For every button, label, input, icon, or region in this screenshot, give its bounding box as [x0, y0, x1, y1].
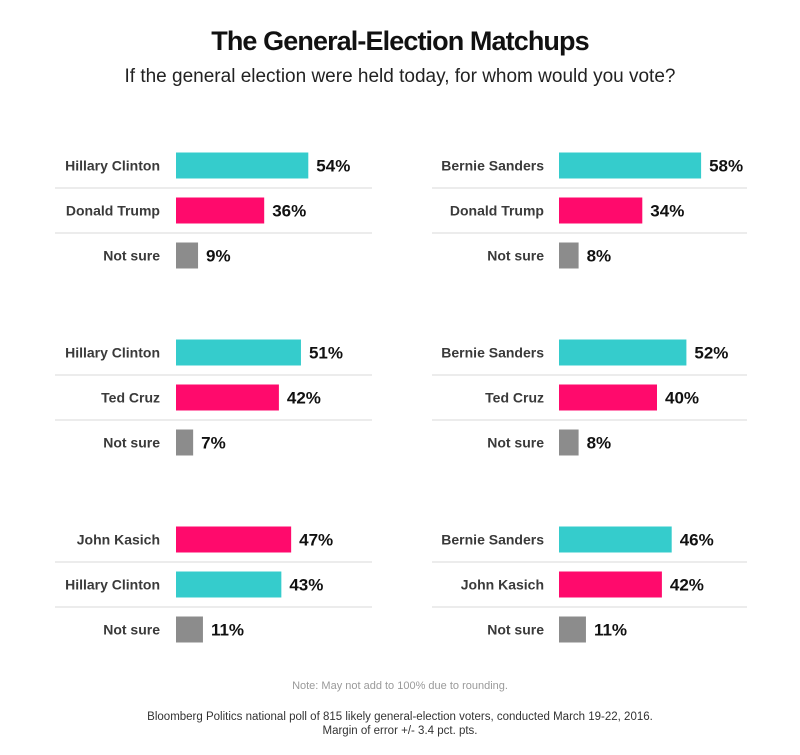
candidate-label: Bernie Sanders — [441, 345, 544, 361]
value-label: 47% — [299, 531, 333, 550]
bar — [176, 339, 301, 366]
value-label: 42% — [287, 389, 321, 408]
candidate-label: Donald Trump — [450, 203, 544, 219]
value-label: 8% — [587, 434, 612, 453]
value-label: 40% — [665, 389, 699, 408]
bar — [559, 197, 643, 224]
value-label: 36% — [272, 202, 306, 221]
value-label: 9% — [206, 247, 231, 266]
bar — [559, 616, 586, 643]
bar — [559, 242, 579, 269]
candidate-label: Hillary Clinton — [65, 577, 160, 593]
candidate-label: Hillary Clinton — [65, 345, 160, 361]
source-line-2: Margin of error +/- 3.4 pct. pts. — [322, 725, 478, 737]
bar — [559, 152, 702, 179]
candidate-label: Not sure — [487, 435, 544, 451]
bar — [176, 571, 282, 598]
bar — [176, 616, 203, 643]
value-label: 42% — [670, 576, 704, 595]
chart-title: The General-Election Matchups — [211, 26, 589, 56]
value-label: 7% — [201, 434, 226, 453]
candidate-label: Not sure — [103, 622, 160, 638]
bar — [559, 339, 687, 366]
rounding-note: Note: May not add to 100% due to roundin… — [292, 680, 508, 692]
bar — [176, 526, 292, 553]
chart-subtitle: If the general election were held today,… — [124, 66, 676, 87]
bar — [176, 384, 279, 411]
bar — [176, 197, 265, 224]
candidate-label: Not sure — [487, 622, 544, 638]
bar — [559, 571, 662, 598]
candidate-label: Not sure — [487, 248, 544, 264]
bar — [559, 429, 579, 456]
value-label: 43% — [289, 576, 323, 595]
candidate-label: Hillary Clinton — [65, 158, 160, 174]
candidate-label: Donald Trump — [66, 203, 160, 219]
candidate-label: John Kasich — [77, 532, 160, 548]
source-line-1: Bloomberg Politics national poll of 815 … — [147, 711, 653, 723]
bar — [559, 526, 672, 553]
value-label: 54% — [316, 157, 350, 176]
candidate-label: Not sure — [103, 248, 160, 264]
bar — [176, 242, 199, 269]
candidate-label: Ted Cruz — [485, 390, 544, 406]
value-label: 34% — [650, 202, 684, 221]
candidate-label: Bernie Sanders — [441, 158, 544, 174]
bar — [176, 429, 194, 456]
value-label: 11% — [594, 621, 627, 640]
bar — [559, 384, 657, 411]
source-note: Bloomberg Politics national poll of 815 … — [0, 710, 800, 738]
value-label: 51% — [309, 344, 343, 363]
candidate-label: John Kasich — [461, 577, 544, 593]
candidate-label: Ted Cruz — [101, 390, 160, 406]
value-label: 11% — [211, 621, 244, 640]
value-label: 8% — [587, 247, 612, 266]
bar — [176, 152, 309, 179]
candidate-label: Bernie Sanders — [441, 532, 544, 548]
candidate-label: Not sure — [103, 435, 160, 451]
value-label: 58% — [709, 157, 743, 176]
value-label: 52% — [694, 344, 728, 363]
value-label: 46% — [680, 531, 714, 550]
